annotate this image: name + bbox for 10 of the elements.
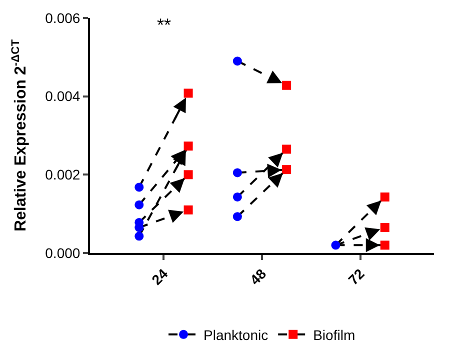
y-tick-label: 0.002 (45, 166, 80, 183)
y-tick-label: 0.004 (45, 88, 80, 104)
x-tick-label: 72 (345, 265, 368, 288)
y-tick-label: 0.000 (45, 244, 80, 261)
legend-label: Biofilm (313, 326, 356, 343)
x-tick-label: 48 (246, 265, 270, 288)
legend-label: Planktonic (204, 326, 268, 343)
x-tick-label: 24 (148, 265, 171, 288)
annotation: ** (157, 15, 172, 35)
y-tick-label: 0.006 (45, 10, 80, 26)
